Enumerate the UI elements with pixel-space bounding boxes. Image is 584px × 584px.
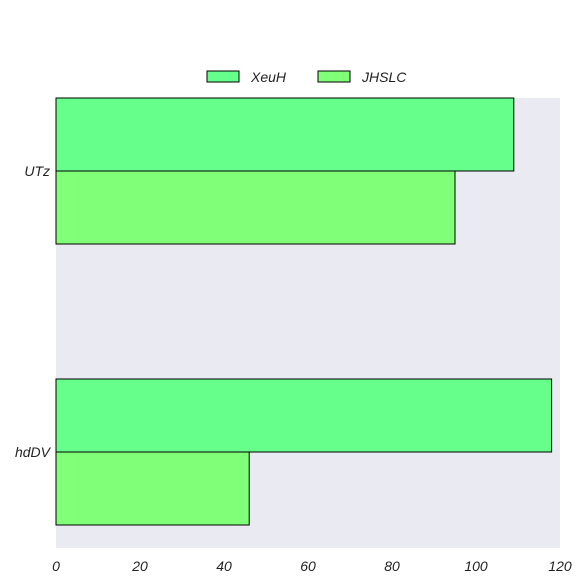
legend-swatch-jhslc xyxy=(317,70,351,83)
legend: XeuH JHSLC xyxy=(206,69,407,85)
x-tick-label: 60 xyxy=(300,558,316,574)
legend-label-jhslc: JHSLC xyxy=(361,69,407,85)
category-label: UTz xyxy=(24,163,50,179)
x-axis-tick-labels: 0 20 40 60 80 100 120 xyxy=(52,558,572,574)
x-tick-label: 100 xyxy=(464,558,488,574)
bars-group xyxy=(55,97,553,526)
bar-jhslc-hddv xyxy=(55,451,250,526)
x-tick-label: 0 xyxy=(52,558,60,574)
legend-swatch-xeuh xyxy=(206,70,240,83)
x-tick-label: 120 xyxy=(548,558,572,574)
x-tick-label: 20 xyxy=(131,558,148,574)
x-tick-label: 40 xyxy=(216,558,232,574)
category-labels: UTz hdDV xyxy=(15,163,52,460)
x-tick-label: 80 xyxy=(384,558,400,574)
bar-jhslc-utz xyxy=(55,170,456,245)
legend-label-xeuh: XeuH xyxy=(250,69,287,85)
category-label: hdDV xyxy=(15,444,52,460)
bar-xeuh-utz xyxy=(55,97,515,172)
bar-xeuh-hddv xyxy=(55,378,553,453)
